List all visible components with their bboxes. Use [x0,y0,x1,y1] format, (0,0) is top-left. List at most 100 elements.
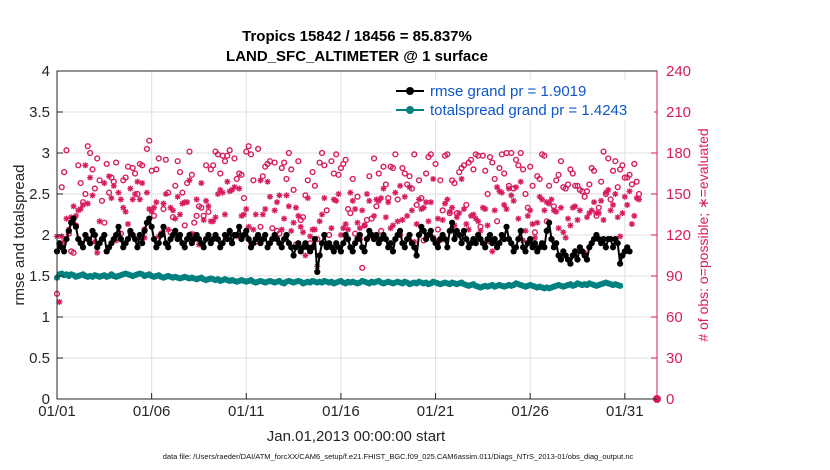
rmse-point [527,236,534,243]
rmse-point [531,240,539,247]
evaluated-obs-point [345,226,352,233]
possible-obs-point [77,179,84,187]
possible-obs-point [94,155,101,162]
evaluated-obs-point [77,206,84,213]
evaluated-obs-point [198,180,205,187]
rmse-point [616,260,624,267]
possible-obs-point [98,197,106,204]
evaluated-obs-point [546,200,553,207]
evaluated-obs-point [292,204,299,211]
possible-obs-point [470,166,477,173]
rmse-point [330,248,337,255]
evaluated-obs-point [449,204,456,211]
possible-obs-point [555,171,562,178]
rmse-point [482,244,489,251]
x-tick-label: 01/06 [133,403,171,420]
possible-obs-point [583,188,591,195]
y2-tick-label: 120 [666,227,691,244]
possible-obs-point [444,151,451,158]
evaluated-obs-point [288,227,295,234]
evaluated-obs-point [304,195,311,202]
rmse-point [136,231,143,239]
rmse-point [316,252,323,259]
evaluated-obs-point [120,204,127,211]
possible-obs-point [501,170,508,177]
evaluated-obs-point [297,223,304,230]
rmse-point [295,240,302,247]
possible-obs-point [224,152,231,159]
rmse-point [283,231,290,239]
evaluated-obs-point [356,225,363,232]
y-tick-label: 0 [42,391,50,408]
rmse-point [413,252,420,259]
evaluated-obs-point [541,207,548,214]
possible-obs-point [105,189,113,196]
rmse-point [349,248,356,255]
evaluated-obs-point [434,215,441,222]
evaluated-obs-point [214,191,221,197]
rmse-point [60,248,68,255]
possible-obs-point [63,147,70,154]
possible-obs-point [91,185,98,192]
possible-obs-point [202,162,210,169]
legend-rmse-label: rmse grand pr = 1.9019 [430,83,586,100]
y2-tick-label: 150 [666,186,691,203]
evaluated-obs-point [240,211,247,218]
possible-obs-point [628,181,636,188]
rmse-point [233,231,240,239]
evaluated-obs-point [598,197,605,204]
possible-obs-point [318,149,326,157]
evaluated-obs-point [508,192,515,199]
evaluated-obs-point [271,207,278,214]
x-axis-label: Jan.01,2013 00:00:00 start [267,428,446,445]
possible-obs-point [283,175,290,183]
evaluated-obs-point [352,206,359,213]
evaluated-obs-point [295,212,302,219]
evaluated-obs-point [371,212,378,219]
rmse-point [321,231,328,239]
evaluated-obs-point [413,221,420,228]
rmse-point [387,240,394,247]
possible-obs-point [250,177,257,184]
rmse-point [243,227,250,234]
possible-obs-point [221,158,229,165]
legend-spread-label: totalspread grand pr = 1.4243 [430,102,627,119]
rmse-point [139,240,146,247]
evaluated-obs-point [366,197,373,204]
evaluated-obs-point [621,193,628,200]
evaluated-obs-point [278,226,285,233]
possible-obs-point [519,166,527,173]
evaluated-obs-point [340,225,347,232]
y-tick-label: 2.5 [29,186,50,203]
possible-obs-point [205,208,212,215]
possible-obs-point [193,212,200,219]
evaluated-obs-point [609,201,616,208]
evaluated-obs-point [250,226,257,233]
legend-box [392,80,654,120]
rmse-point [290,252,297,259]
evaluated-obs-point [160,200,167,207]
possible-obs-point [529,182,536,189]
rmse-point [607,236,614,243]
evaluated-obs-point [70,203,77,210]
possible-obs-point [174,158,181,165]
rmse-point [557,256,565,263]
y-tick-label: 3 [42,145,50,162]
evaluated-obs-point [423,199,430,206]
evaluated-obs-point [321,195,328,202]
rmse-point [420,227,427,234]
possible-obs-point [411,151,418,158]
rmse-point [262,231,269,239]
rmse-point [503,223,510,230]
rmse-point [614,240,621,247]
evaluated-obs-point [224,178,231,185]
possible-obs-point [401,170,408,177]
possible-obs-point [375,170,382,177]
possible-obs-point [160,205,167,213]
evaluated-obs-point [184,199,191,206]
possible-obs-point [89,166,96,173]
evaluated-obs-point [106,173,113,180]
evaluated-obs-point [529,221,536,228]
possible-obs-point [619,162,626,169]
evaluated-obs-point [399,216,406,223]
